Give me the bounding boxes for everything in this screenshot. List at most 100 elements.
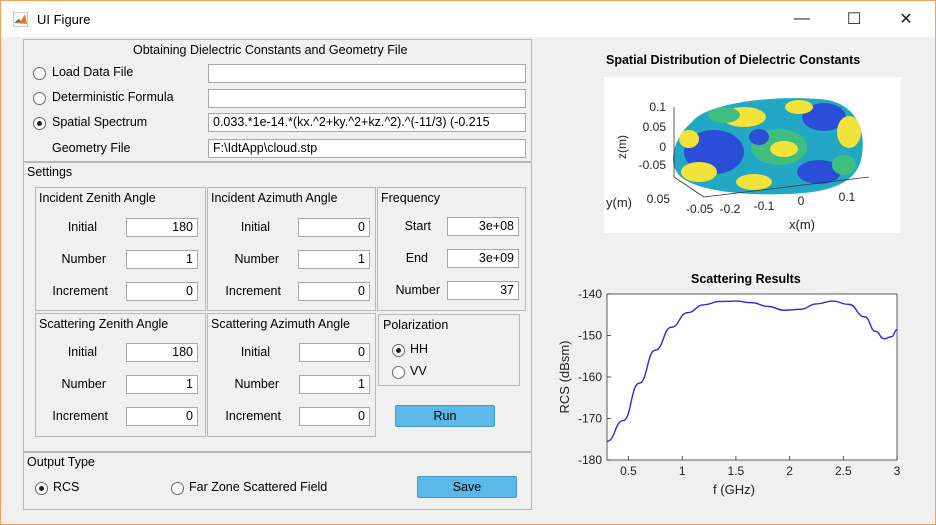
surface-patch [679,130,699,148]
x-tick-label: 0.1 [839,190,856,204]
incident-azimuth-panel: Incident Azimuth Angle [207,187,376,311]
geometry-file-field[interactable]: F:\IdtApp\cloud.stp [208,139,526,158]
surface-patch [681,162,717,182]
incident-azimuth-title: Incident Azimuth Angle [211,191,338,205]
sca-zen-increment-label: Increment [52,409,108,423]
plot3d-ticks: 0.1 0.05 0 -0.05 z(m) 0.05 -0.05 y(m) -0… [606,100,856,232]
scattering-azimuth-title: Scattering Azimuth Angle [211,317,350,331]
title-bar: UI Figure — ☐ ✕ [1,1,935,37]
run-button[interactable]: Run [395,405,495,427]
polarization-panel: Polarization [378,314,520,386]
polarization-vv-radio[interactable] [392,366,405,379]
incident-zenith-title: Incident Zenith Angle [39,191,156,205]
plot3d-axes [673,107,870,198]
maximize-button[interactable]: ☐ [831,5,877,33]
x-axis-line [703,176,870,198]
chart-xlabel: f (GHz) [713,482,755,497]
geometry-file-label: Geometry File [52,141,131,155]
freq-end-field[interactable]: 3e+09 [447,249,519,268]
x-tick-label: 2.5 [835,464,852,478]
frequency-title: Frequency [381,191,441,205]
freq-end-label: End [405,251,428,265]
sca-az-increment-label: Increment [225,409,281,423]
inc-zen-increment-field[interactable]: 0 [126,282,198,301]
x-tick-label: -0.2 [720,202,741,216]
sca-zen-number-field[interactable]: 1 [126,375,198,394]
sca-zen-number-label: Number [61,377,106,391]
z-axis-label: z(m) [615,135,629,159]
inc-zen-increment-label: Increment [52,284,108,298]
sca-az-number-label: Number [234,377,279,391]
freq-number-field[interactable]: 37 [447,281,519,300]
x-tick-label: 1 [679,464,686,478]
surface-patch [749,129,769,145]
sca-zen-initial-label: Initial [67,345,97,359]
scattering-azimuth-panel: Scattering Azimuth Angle [207,313,376,437]
y-tick-label: -150 [578,329,602,343]
inc-az-increment-field[interactable]: 0 [298,282,370,301]
sca-az-increment-field[interactable]: 0 [299,407,370,426]
y-tick-label: -160 [578,370,602,384]
freq-number-label: Number [395,283,440,297]
close-icon: ✕ [899,11,913,28]
inc-zen-initial-label: Initial [67,220,97,234]
output-type-title: Output Type [27,455,95,469]
deterministic-label: Deterministic Formula [52,90,174,104]
inc-az-initial-field[interactable]: 0 [298,218,370,237]
polarization-hh-radio[interactable] [392,344,405,357]
x-tick-label: 3 [894,464,901,478]
settings-title: Settings [27,165,73,179]
surface-patch [770,141,798,157]
output-far-zone-radio[interactable] [171,482,184,495]
inc-zen-number-label: Number [61,252,106,266]
x-tick-label: 2 [786,464,793,478]
deterministic-radio[interactable] [33,92,46,105]
inc-az-number-field[interactable]: 1 [298,250,370,269]
plot3d-area: 0.1 0.05 0 -0.05 z(m) 0.05 -0.05 y(m) -0… [604,77,901,233]
output-rcs-radio[interactable] [35,482,48,495]
polarization-title: Polarization [383,318,449,332]
spatial-spectrum-field[interactable]: 0.033.*1e-14.*(kx.^2+ky.^2+kz.^2).^(-11/… [208,113,526,132]
maximize-icon: ☐ [846,11,862,28]
surface-patch [802,103,846,131]
inc-zen-initial-field[interactable]: 180 [126,218,198,237]
minimize-button[interactable]: — [779,5,825,33]
output-rcs-label: RCS [53,480,80,494]
scattering-zenith-panel: Scattering Zenith Angle [35,313,206,437]
spatial-spectrum-radio[interactable] [33,117,46,130]
polarization-hh-label: HH [410,342,429,356]
scattering-zenith-title: Scattering Zenith Angle [39,317,169,331]
surface-patch [736,174,772,190]
freq-start-field[interactable]: 3e+08 [447,217,519,236]
save-button[interactable]: Save [417,476,517,498]
spatial-spectrum-label: Spatial Spectrum [52,115,148,129]
settings-panel: Settings [23,162,532,452]
chart-title: Scattering Results [691,272,801,286]
close-button[interactable]: ✕ [883,5,929,33]
z-tick-label: 0.1 [649,100,666,114]
deterministic-field[interactable] [208,89,526,108]
sca-az-initial-label: Initial [240,345,270,359]
rcs-chart: 0.5 1 1.5 2 2.5 3 -140 -150 -160 -170 -180 f (GHz)… [557,287,901,497]
surface-patch [708,107,740,123]
plot3d-svg: 0.1 0.05 0 -0.05 z(m) 0.05 -0.05 y(m) -0… [606,98,870,232]
polarization-vv-label: VV [410,364,427,378]
y-axis-label: y(m) [606,195,632,210]
sca-az-initial-field[interactable]: 0 [299,343,370,362]
load-data-field[interactable] [208,64,526,83]
inc-zen-number-field[interactable]: 1 [126,250,198,269]
sca-zen-initial-field[interactable]: 180 [126,343,198,362]
chart-plot-area [606,293,898,461]
sca-zen-increment-field[interactable]: 0 [126,407,198,426]
z-tick-label: 0 [659,140,666,154]
x-tick-label: 0 [798,194,805,208]
input-panel-title: Obtaining Dielectric Constants and Geome… [133,43,408,57]
window-title: UI Figure [37,12,91,27]
chart-ticks: 0.5 1 1.5 2 2.5 3 -140 -150 -160 -170 -180 [578,287,901,478]
plot3d-title: Spatial Distribution of Dielectric Const… [606,53,861,67]
y-tick-label: -140 [578,287,602,301]
load-data-radio[interactable] [33,67,46,80]
sca-az-number-field[interactable]: 1 [299,375,370,394]
y-tick-label: -170 [578,412,602,426]
matlab-icon [13,12,28,27]
